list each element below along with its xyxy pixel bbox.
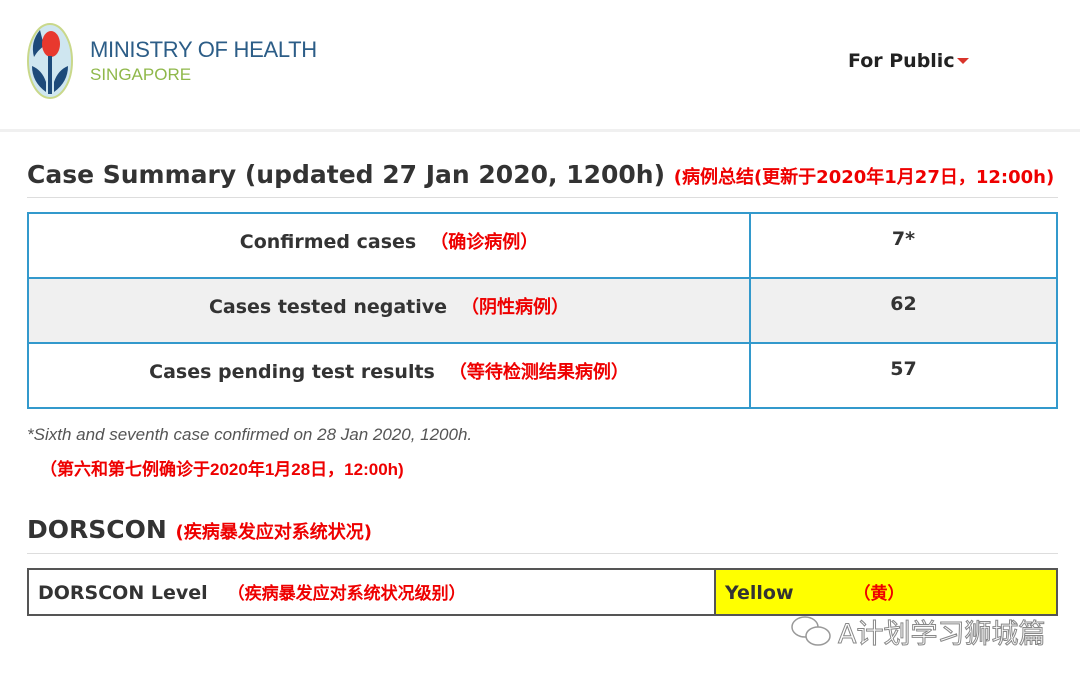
table-row: Confirmed cases （确诊病例） 7* <box>27 212 1058 279</box>
footnote-cn: （第六和第七例确诊于2020年1月28日，12:00h) <box>40 460 404 479</box>
wechat-icon <box>791 616 831 646</box>
label: Cases pending test results <box>149 361 435 383</box>
site-header: MINISTRY OF HEALTH SINGAPORE For Public <box>0 0 1080 132</box>
footnote: *Sixth and seventh case confirmed on 28 … <box>27 425 473 444</box>
label-cn: （疾病暴发应对系统状况级别） <box>227 584 466 604</box>
title-en: Case Summary (updated 27 Jan 2020, 1200h… <box>27 160 666 189</box>
value: Yellow <box>725 582 794 604</box>
title-cn: (病例总结(更新于2020年1月27日，12:00h) <box>673 167 1055 188</box>
divider <box>27 197 1058 198</box>
row-label: Confirmed cases （确诊病例） <box>27 212 751 279</box>
label-cn: （确诊病例） <box>430 232 539 253</box>
value-cn: （黄） <box>853 584 905 604</box>
title-cn: (疾病暴发应对系统状况) <box>175 522 372 543</box>
row-label: Cases pending test results （等待检测结果病例） <box>27 342 751 409</box>
watermark: A计划学习狮城篇 <box>837 619 1046 651</box>
divider <box>27 553 1058 554</box>
label: Confirmed cases <box>239 231 417 253</box>
table-row: DORSCON Level （疾病暴发应对系统状况级别） Yellow （黄） <box>27 568 1058 616</box>
row-value: 62 <box>749 277 1058 344</box>
logo-title: MINISTRY OF HEALTH <box>90 37 317 62</box>
table-row: Cases pending test results （等待检测结果病例） 57 <box>27 342 1058 409</box>
title-en: DORSCON <box>27 515 167 544</box>
row-value: 57 <box>749 342 1058 409</box>
table-row: Cases tested negative （阴性病例） 62 <box>27 277 1058 344</box>
label: Cases tested negative <box>208 296 448 318</box>
dorscon-title: DORSCON (疾病暴发应对系统状况) <box>27 515 372 544</box>
dorscon-table: DORSCON Level （疾病暴发应对系统状况级别） Yellow （黄） <box>27 568 1058 616</box>
dorscon-label: DORSCON Level （疾病暴发应对系统状况级别） <box>27 568 716 616</box>
label: DORSCON Level <box>38 582 208 604</box>
moh-logo[interactable] <box>26 22 74 100</box>
logo-subtitle: SINGAPORE <box>90 65 192 84</box>
row-value: 7* <box>749 212 1058 279</box>
label-cn: （等待检测结果病例） <box>448 362 629 383</box>
dorscon-value: Yellow （黄） <box>714 568 1058 616</box>
case-summary-table: Confirmed cases （确诊病例） 7* Cases tested ne… <box>27 212 1058 409</box>
caret-down-icon[interactable] <box>957 58 969 64</box>
label-cn: （阴性病例） <box>461 297 570 318</box>
row-label: Cases tested negative （阴性病例） <box>27 277 751 344</box>
for-public-menu[interactable]: For Public <box>848 50 955 72</box>
case-summary-title: Case Summary (updated 27 Jan 2020, 1200h… <box>27 160 1054 189</box>
